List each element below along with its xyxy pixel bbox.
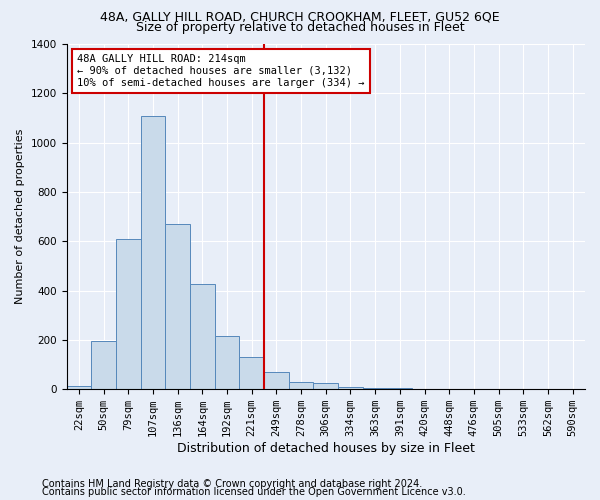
Bar [338,387,363,389]
Bar [165,224,190,389]
Y-axis label: Number of detached properties: Number of detached properties [15,129,25,304]
Bar [116,239,140,389]
Bar [67,386,91,389]
Text: Contains HM Land Registry data © Crown copyright and database right 2024.: Contains HM Land Registry data © Crown c… [42,479,422,489]
Bar [190,284,215,389]
Bar [388,388,412,389]
Text: Contains public sector information licensed under the Open Government Licence v3: Contains public sector information licen… [42,487,466,497]
Bar [91,341,116,389]
Text: Size of property relative to detached houses in Fleet: Size of property relative to detached ho… [136,22,464,35]
Bar [264,372,289,389]
Bar [140,116,165,389]
Text: 48A, GALLY HILL ROAD, CHURCH CROOKHAM, FLEET, GU52 6QE: 48A, GALLY HILL ROAD, CHURCH CROOKHAM, F… [100,11,500,24]
Bar [363,388,388,389]
Bar [215,336,239,389]
Bar [289,382,313,389]
Bar [239,357,264,389]
Text: 48A GALLY HILL ROAD: 214sqm
← 90% of detached houses are smaller (3,132)
10% of : 48A GALLY HILL ROAD: 214sqm ← 90% of det… [77,54,364,88]
Bar [313,383,338,389]
X-axis label: Distribution of detached houses by size in Fleet: Distribution of detached houses by size … [177,442,475,455]
